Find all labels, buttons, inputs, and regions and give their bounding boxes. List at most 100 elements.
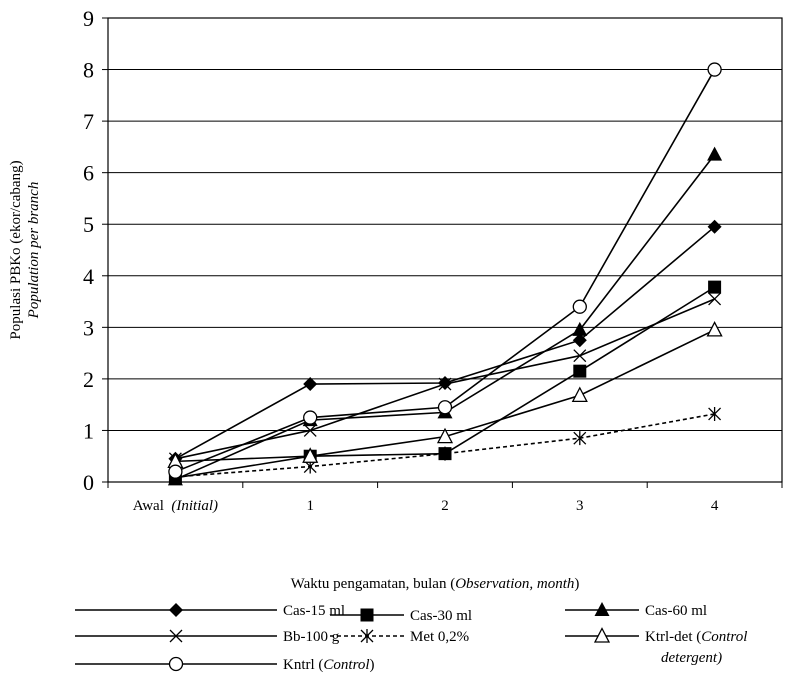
data-point [572,321,588,336]
legend-label-name: Kntrl ( [283,657,323,673]
y-tick-label: 0 [83,470,94,495]
y-tick-label: 5 [83,212,94,237]
y-tick-label: 1 [83,418,94,443]
legend-label: Met 0,2% [410,629,469,645]
legend-item: Cas-60 ml [565,602,707,619]
x-axis-title-suffix: ) [574,576,579,592]
legend-item: Ktrl-det (Control detergent) [565,627,747,666]
marker-circle-open [168,464,183,479]
legend-label-name: Bb-100 g [283,629,340,645]
series-line [175,413,715,478]
x-tick-label: Awal (Initial) [133,498,218,514]
legend-marker [360,629,374,643]
data-point [707,146,723,161]
legend-label-italic: Control [323,657,369,673]
data-point [707,219,722,234]
x-tick-label-main: 1 [306,498,314,514]
x-tick-label: 3 [576,498,584,514]
legend-item: Cas-30 ml [330,608,472,624]
x-tick-label-main: 4 [711,498,719,514]
x-axis-title-prefix: Waktu pengamatan, bulan ( [291,576,456,592]
legend-label-line2-suffix: ) [716,650,722,666]
marker-triangle-open [436,427,454,444]
marker-x [169,629,183,643]
legend-label: Kntrl (Control) [283,657,375,673]
legend-marker [169,603,183,617]
legend-label-suffix: ) [370,657,375,673]
marker-circle-open [437,400,453,415]
legend: Cas-15 ml Cas-30 ml Cas-60 ml Bb-100 g Met 0… [75,602,747,673]
marker-circle-open [168,656,184,672]
data-point [303,410,318,425]
data-point [438,446,452,461]
marker-triangle-open [593,627,611,643]
marker-circle-open [572,299,587,314]
marker-x [438,377,452,391]
y-tick-label: 2 [83,367,94,392]
marker-square [708,280,722,294]
marker-x [573,349,587,363]
y-axis-title-line2: Population per branch [26,182,42,320]
y-axis-title-line1: Populasi PBKo (ekor/cabang) [8,160,24,339]
x-tick-label: 1 [306,498,314,514]
marker-star [573,431,587,446]
marker-triangle [572,321,588,336]
marker-triangle [594,602,610,616]
data-point [168,464,183,479]
marker-star [708,406,722,421]
marker-star [438,446,452,461]
y-tick-label: 9 [83,6,94,31]
data-point [573,349,587,363]
data-point [707,62,722,77]
marker-x [708,292,722,306]
x-axis-title: Waktu pengamatan, bulan (Observation, mo… [291,576,580,592]
legend-marker [593,627,611,643]
legend-marker [594,602,610,616]
x-tick-label: 2 [441,498,449,514]
data-point [436,427,454,444]
legend-item: Cas-15 ml [75,603,345,619]
x-axis-title-italic: Observation, month [455,576,574,592]
data-point [708,292,722,306]
x-tick-label-main: Awal [133,498,164,514]
y-tick-label: 7 [83,109,94,134]
x-tick-label-main: 2 [441,498,449,514]
marker-triangle-open [706,320,723,337]
series-6 [168,62,722,479]
data-point [708,280,722,294]
marker-square [573,364,587,378]
legend-label-name: Ktrl-det ( [645,629,701,645]
data-point [303,377,318,392]
legend-label-name: Cas-15 ml [283,603,345,619]
marker-diamond [707,219,722,234]
data-point [572,299,587,314]
legend-label: Ktrl-det (Control [645,629,747,645]
legend-label-italic: Control [701,629,747,645]
marker-x [303,423,317,437]
x-tick-label-italic: (Initial) [164,498,218,514]
marker-star [360,629,374,643]
marker-diamond [438,376,452,391]
data-point [708,406,722,421]
plot-frame [107,17,783,483]
legend-label-line2: detergent) [661,650,722,666]
marker-square [360,608,374,622]
series-line [175,226,716,460]
x-tick-label-main: 3 [576,498,584,514]
data-point [438,376,452,391]
x-tick-label: 4 [711,498,719,514]
data-point [303,423,317,437]
marker-circle-open [707,62,722,77]
data-point [302,447,319,463]
legend-marker [168,656,184,672]
legend-marker [169,629,183,643]
data-point [437,400,453,415]
data-point [706,320,723,337]
legend-label: Cas-30 ml [410,608,472,624]
legend-label-line2-italic: detergent [661,650,718,666]
marker-triangle [707,146,723,161]
data-point [438,377,452,391]
marker-circle-open [303,410,318,425]
y-tick-label: 8 [83,58,94,83]
y-tick-label: 4 [83,264,94,289]
